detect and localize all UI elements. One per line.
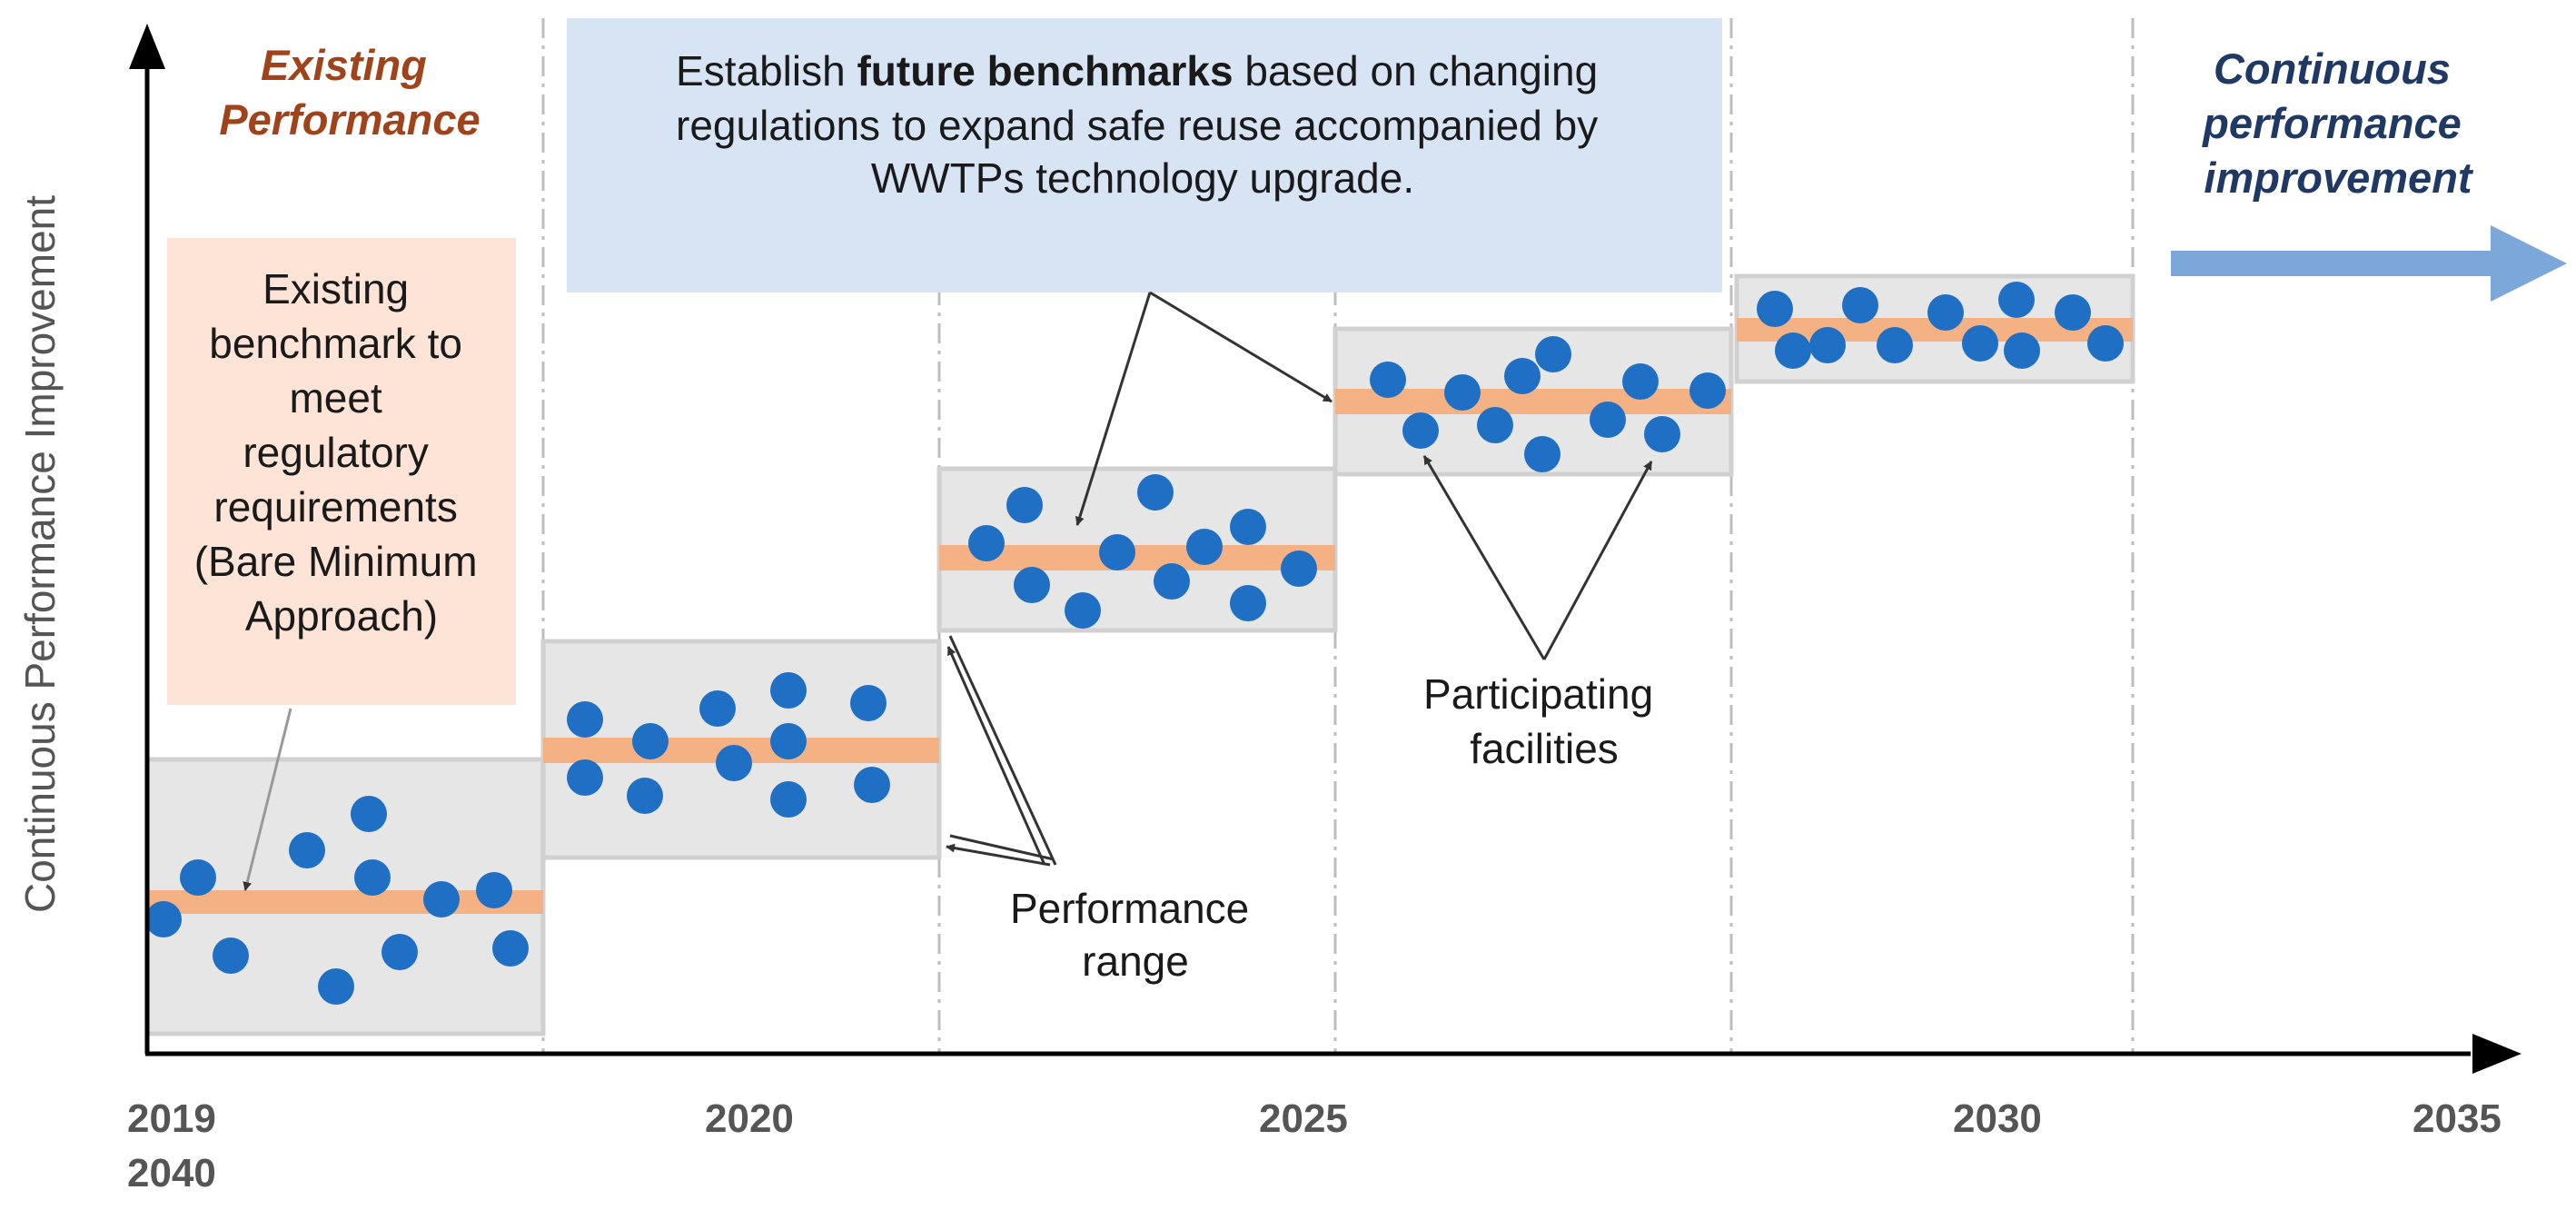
- facility-dot: [1535, 336, 1571, 372]
- participating-pointer-left: [1422, 455, 1546, 660]
- facility-dot: [850, 685, 887, 721]
- facility-dot: [1065, 592, 1101, 629]
- facility-dot: [567, 701, 603, 738]
- stage-5: [1734, 273, 2135, 384]
- facility-dot: [354, 859, 391, 896]
- continuous-improvement-heading: Continuous performance improvement: [2201, 45, 2474, 202]
- facility-dot: [1186, 529, 1223, 565]
- x-tick-labels: 2019 2040 2020 2025 2030 2035: [127, 1096, 2502, 1195]
- axes: [129, 24, 2522, 1074]
- facility-dot: [145, 901, 182, 937]
- existing-benchmark-pointer: [243, 708, 292, 891]
- facility-dot: [1644, 416, 1680, 452]
- facility-dot: [1006, 487, 1043, 523]
- facility-dot: [632, 723, 669, 759]
- facility-dot: [1099, 534, 1135, 570]
- facility-dot: [1444, 374, 1481, 411]
- facility-dot: [1689, 372, 1726, 409]
- facility-dot: [1402, 412, 1439, 449]
- stage-3: [936, 466, 1338, 633]
- facility-dot: [1477, 407, 1513, 443]
- facility-dot: [1524, 436, 1560, 472]
- performance-range-pointer-top: [946, 646, 1046, 866]
- y-axis-label: Continuous Performance Improvement: [16, 195, 64, 913]
- facility-dot: [770, 723, 807, 759]
- x-tick-2040: 2040: [127, 1151, 216, 1195]
- x-tick-2019: 2019: [127, 1096, 216, 1141]
- benchmark-line: [1335, 389, 1731, 414]
- facility-dot: [2087, 325, 2124, 362]
- facility-dot: [423, 881, 460, 917]
- performance-range-pointer-bottom: [946, 843, 1051, 867]
- facility-dot: [1877, 327, 1913, 363]
- facility-dot: [1230, 585, 1266, 621]
- stage-2: [540, 639, 942, 860]
- facility-dot: [699, 690, 736, 727]
- continuous-improvement-arrow-icon: [2171, 225, 2567, 302]
- facility-dot: [318, 968, 354, 1005]
- facility-dot: [1154, 563, 1190, 600]
- participating-pointer-right: [1542, 461, 1653, 660]
- facility-dot: [1927, 294, 1964, 331]
- performance-range-pointer-top-2: [948, 635, 1057, 866]
- x-axis-arrow-icon: [2472, 1034, 2522, 1074]
- x-tick-2030: 2030: [1953, 1096, 2042, 1141]
- future-benchmarks-text: Establish future benchmarks based on cha…: [676, 47, 1610, 202]
- x-tick-2025: 2025: [1259, 1096, 1348, 1141]
- future-benchmarks-callout: Establish future benchmarks based on cha…: [567, 18, 1722, 293]
- facility-dot: [854, 767, 890, 803]
- facility-dot: [1809, 327, 1846, 363]
- facility-dot: [1230, 509, 1266, 545]
- performance-range-pointer-bottom-2: [949, 834, 1055, 861]
- future-pointer-stage3: [1075, 292, 1152, 526]
- facility-dot: [1504, 358, 1541, 394]
- facility-dot: [716, 745, 752, 781]
- facility-dot: [968, 525, 1005, 561]
- existing-benchmark-box: [167, 238, 516, 705]
- facility-dot: [1998, 282, 2035, 318]
- facility-dot: [2004, 332, 2040, 369]
- facility-dot: [770, 781, 807, 818]
- existing-benchmark-text: Existing benchmark to meet regulatory re…: [194, 265, 490, 640]
- facility-dot: [476, 872, 512, 908]
- facility-dot: [2055, 294, 2091, 331]
- facility-dot: [1137, 474, 1174, 511]
- facility-dot: [180, 859, 216, 896]
- callout-pointers: [243, 291, 1653, 891]
- performance-range-label: Performance range: [1010, 885, 1261, 985]
- existing-benchmark-callout: Existing benchmark to meet regulatory re…: [167, 238, 516, 705]
- benchmark-line: [939, 545, 1335, 570]
- facility-dot: [1842, 287, 1878, 323]
- facility-dot: [381, 934, 418, 970]
- facility-dot: [1622, 363, 1659, 400]
- facility-dot: [1757, 291, 1793, 327]
- facility-dot: [213, 937, 249, 974]
- future-benchmarks-box: [567, 18, 1722, 293]
- facility-dot: [1281, 550, 1317, 587]
- future-pointer-stage4: [1149, 291, 1333, 403]
- facility-dot: [1775, 332, 1811, 369]
- facility-dot: [1370, 362, 1406, 398]
- existing-performance-heading: Existing Performance: [219, 41, 480, 144]
- facility-dot: [289, 832, 325, 868]
- facility-dot: [770, 672, 807, 709]
- facility-dot: [1962, 325, 1998, 362]
- participating-facilities-label: Participating facilities: [1423, 670, 1665, 772]
- performance-stages: [144, 273, 2135, 1036]
- facility-dot: [567, 759, 603, 796]
- facility-dot: [627, 778, 663, 814]
- facility-dot: [492, 930, 529, 967]
- facility-dot: [1590, 402, 1626, 438]
- stage-4: [1333, 326, 1734, 477]
- stage-1: [144, 757, 546, 1036]
- facility-dot: [351, 796, 387, 832]
- y-axis-arrow-icon: [129, 24, 165, 69]
- facility-dot: [1014, 567, 1050, 603]
- x-tick-2020: 2020: [705, 1096, 794, 1141]
- x-tick-2035: 2035: [2413, 1096, 2502, 1141]
